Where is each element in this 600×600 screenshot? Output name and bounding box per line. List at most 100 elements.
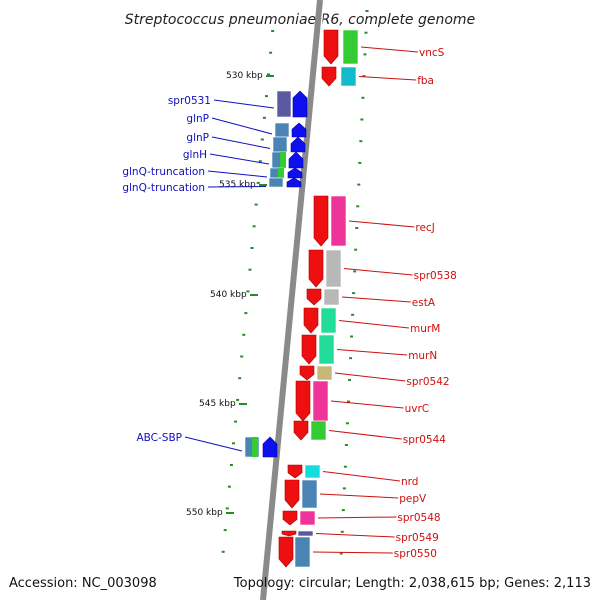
gene-label: ABC-SBP — [136, 432, 182, 444]
scale-label: 540 kbp — [210, 290, 247, 300]
gene-arrow — [281, 530, 297, 537]
gene-arrow — [282, 510, 298, 526]
label-leader-line — [343, 268, 413, 276]
scale-label: 535 kbp — [219, 180, 256, 190]
gene-label: glnP — [186, 113, 209, 125]
scale-tick — [242, 333, 246, 336]
scale-tick — [250, 247, 254, 249]
gene-fba[interactable]: fba — [321, 66, 434, 87]
gene-arrow — [287, 464, 303, 479]
gene-ABC-SBP[interactable]: ABC-SBP — [136, 432, 278, 458]
label-leader-line — [184, 436, 243, 452]
gene-spr0548[interactable]: spr0548 — [282, 510, 441, 526]
cog-color-box-secondary — [252, 437, 258, 457]
cog-color-box — [299, 510, 316, 526]
cog-color-box — [320, 307, 337, 334]
gene-recJ[interactable]: recJ — [313, 195, 435, 247]
scale-tick — [349, 357, 353, 360]
gene-murM[interactable]: murM — [303, 307, 440, 335]
scale-tick — [360, 118, 364, 121]
scale-tick — [240, 355, 244, 358]
gene-spr0549[interactable]: spr0549 — [281, 530, 439, 544]
label-leader-line — [211, 117, 273, 135]
cog-color-box — [274, 122, 290, 138]
gene-estA[interactable]: estA — [306, 288, 436, 309]
map-title: Streptococcus pneumoniae R6, complete ge… — [125, 12, 475, 28]
label-leader-line — [322, 471, 401, 482]
gene-label: spr0531 — [168, 95, 211, 107]
scale-major-tick — [266, 75, 274, 77]
scale-tick — [246, 290, 250, 293]
scale-major-tick — [239, 403, 247, 405]
label-leader-line — [334, 372, 406, 382]
gene-glnQ-truncation[interactable]: glnQ-truncation — [122, 177, 302, 194]
scale-tick — [348, 378, 352, 381]
gene-glnP[interactable]: glnP — [186, 113, 307, 138]
gene-arrow — [295, 380, 311, 422]
scale-tick — [229, 464, 233, 466]
gene-vncS[interactable]: vncS — [323, 29, 445, 65]
gene-spr0531[interactable]: spr0531 — [168, 90, 308, 118]
scale-major-tick — [250, 294, 258, 296]
gene-spr0542[interactable]: spr0542 — [299, 365, 450, 388]
gene-pepV[interactable]: pepV — [284, 479, 427, 509]
label-leader-line — [207, 186, 267, 188]
gene-arrow — [303, 307, 319, 334]
cog-color-box — [310, 420, 327, 441]
scale-tick — [362, 75, 366, 78]
label-leader-line — [348, 220, 415, 228]
scale-tick — [258, 160, 262, 163]
gene-glnH[interactable]: glnH — [183, 149, 304, 169]
scale-tick — [346, 400, 350, 403]
label-leader-line — [330, 400, 404, 409]
scale-tick — [260, 138, 264, 141]
scale-tick — [252, 225, 256, 228]
genome-summary-text: Topology: circular; Length: 2,038,615 bp… — [233, 576, 591, 591]
gene-spr0544[interactable]: spr0544 — [293, 420, 446, 446]
cog-color-box — [268, 177, 284, 188]
gene-spr0550[interactable]: spr0550 — [278, 536, 437, 568]
cog-color-box — [330, 195, 347, 247]
gene-label: recJ — [415, 222, 434, 234]
scale-tick — [339, 552, 343, 555]
gene-arrow — [287, 167, 303, 179]
gene-glnQ-truncation[interactable]: glnQ-truncation — [122, 166, 303, 179]
gene-label: glnQ-truncation — [122, 182, 205, 194]
scale-tick — [254, 203, 258, 206]
label-leader-line — [211, 136, 271, 149]
scale-tick — [225, 507, 229, 510]
scale-tick — [361, 96, 365, 99]
gene-arrow — [313, 195, 329, 247]
gene-label: murN — [408, 350, 437, 362]
scale-tick — [223, 529, 227, 532]
label-leader-line — [209, 153, 270, 165]
scale-tick — [352, 292, 356, 295]
scale-tick — [271, 30, 275, 32]
label-leader-line — [213, 99, 275, 109]
label-leader-line — [341, 296, 411, 303]
gene-label: spr0550 — [394, 548, 437, 560]
label-leader-line — [358, 76, 417, 81]
gene-spr0538[interactable]: spr0538 — [308, 249, 457, 288]
cog-color-box-secondary — [280, 152, 286, 168]
cog-color-box — [294, 536, 311, 568]
gene-nrd[interactable]: nrd — [287, 464, 418, 488]
scale-tick — [341, 509, 345, 512]
cog-color-box — [301, 479, 318, 509]
scale-tick — [363, 53, 367, 56]
gene-murN[interactable]: murN — [301, 334, 437, 365]
genome-backbone — [260, 0, 323, 600]
left-strand-genes: spr0531 glnP glnP glnH glnQ-truncation glnQ-t… — [122, 90, 308, 458]
cog-color-box — [340, 66, 357, 87]
scale-tick — [221, 550, 225, 553]
gene-arrow — [291, 122, 307, 138]
scale-tick — [355, 227, 359, 229]
accession-text: Accession: NC_003098 — [9, 576, 157, 591]
gene-glnP[interactable]: glnP — [186, 132, 306, 153]
scale-tick — [248, 268, 252, 271]
gene-arrow — [308, 249, 324, 288]
gene-label: glnH — [183, 149, 207, 161]
scale-tick — [345, 422, 349, 425]
scale-tick — [365, 10, 369, 12]
